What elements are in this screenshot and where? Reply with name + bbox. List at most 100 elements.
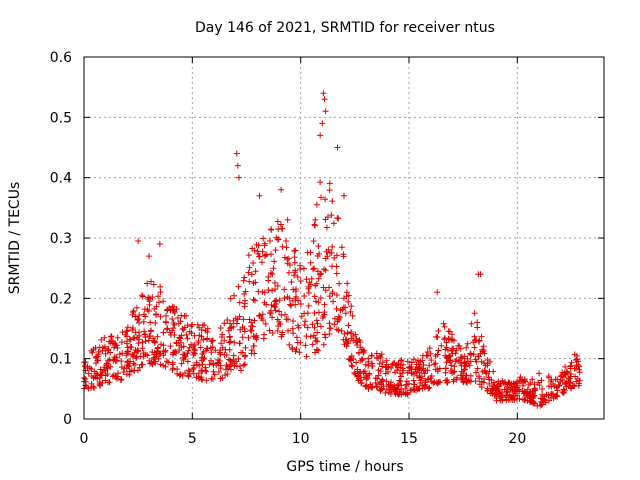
data-point (231, 292, 238, 299)
data-point (261, 289, 268, 296)
data-point (141, 328, 148, 335)
data-point (221, 337, 228, 344)
data-point (283, 237, 290, 244)
data-point (451, 363, 458, 370)
data-point (111, 354, 118, 361)
data-point (139, 293, 146, 300)
data-point (507, 386, 514, 393)
data-point (269, 287, 276, 294)
data-point (198, 357, 205, 364)
data-point (202, 364, 209, 371)
data-point (354, 342, 361, 349)
data-point (247, 327, 254, 334)
data-point (215, 360, 222, 367)
data-point (185, 367, 192, 374)
data-point (302, 342, 309, 349)
data-point (290, 317, 297, 324)
data-point (171, 309, 178, 316)
data-point (303, 333, 310, 340)
data-point (349, 363, 356, 370)
data-point (271, 279, 278, 286)
data-point (151, 305, 158, 312)
data-point (461, 353, 468, 360)
data-point (141, 306, 148, 313)
data-point (256, 192, 263, 199)
data-point (410, 356, 417, 363)
data-point (85, 370, 92, 377)
data-point (312, 282, 319, 289)
data-point (221, 372, 228, 379)
data-point (531, 400, 538, 407)
data-point (475, 353, 482, 360)
data-point (499, 388, 506, 395)
data-point (145, 337, 152, 344)
data-point (231, 360, 238, 367)
data-point (102, 350, 109, 357)
data-point (171, 332, 178, 339)
data-point (124, 344, 131, 351)
data-point (532, 387, 539, 394)
data-point (462, 359, 469, 366)
data-point (169, 303, 176, 310)
data-point (536, 370, 543, 377)
data-point (528, 397, 535, 404)
data-point (174, 370, 181, 377)
data-point (397, 373, 404, 380)
data-point (142, 338, 149, 345)
data-point (148, 278, 155, 285)
data-point (88, 366, 95, 373)
data-point (272, 247, 279, 254)
data-point (425, 375, 432, 382)
data-point (301, 321, 308, 328)
data-point (107, 349, 114, 356)
data-point (215, 368, 222, 375)
data-point (478, 333, 485, 340)
data-point (447, 357, 454, 364)
data-point (262, 320, 269, 327)
data-point (317, 323, 324, 330)
data-point (277, 221, 284, 228)
data-point (319, 315, 326, 322)
data-point (368, 352, 375, 359)
data-point (449, 336, 456, 343)
data-point (208, 349, 215, 356)
data-point (311, 309, 318, 316)
data-point (426, 362, 433, 369)
data-point (539, 401, 546, 408)
data-point (329, 263, 336, 270)
data-point (564, 369, 571, 376)
data-point (130, 307, 137, 314)
data-point (286, 295, 293, 302)
data-point (571, 365, 578, 372)
data-point (192, 347, 199, 354)
data-point (346, 356, 353, 363)
data-point (126, 371, 133, 378)
data-point (524, 386, 531, 393)
data-point (303, 276, 310, 283)
data-point (288, 278, 295, 285)
data-point (425, 385, 432, 392)
data-point (458, 354, 465, 361)
data-point (348, 362, 355, 369)
data-point (341, 192, 347, 199)
data-point (250, 342, 257, 349)
data-point (237, 326, 244, 333)
data-point (236, 313, 243, 320)
data-point (274, 328, 281, 335)
data-point (379, 359, 386, 366)
data-point (318, 270, 325, 277)
data-point (140, 353, 147, 360)
data-point (186, 344, 193, 351)
data-point (432, 366, 439, 373)
data-point (274, 218, 281, 225)
data-point (491, 379, 498, 386)
data-point (419, 352, 426, 359)
data-point (241, 361, 248, 368)
data-point (291, 272, 298, 279)
data-point (340, 336, 347, 343)
data-point (133, 355, 140, 362)
data-point (307, 249, 314, 256)
data-point (310, 238, 317, 245)
data-point (104, 371, 111, 378)
data-point (305, 283, 312, 290)
